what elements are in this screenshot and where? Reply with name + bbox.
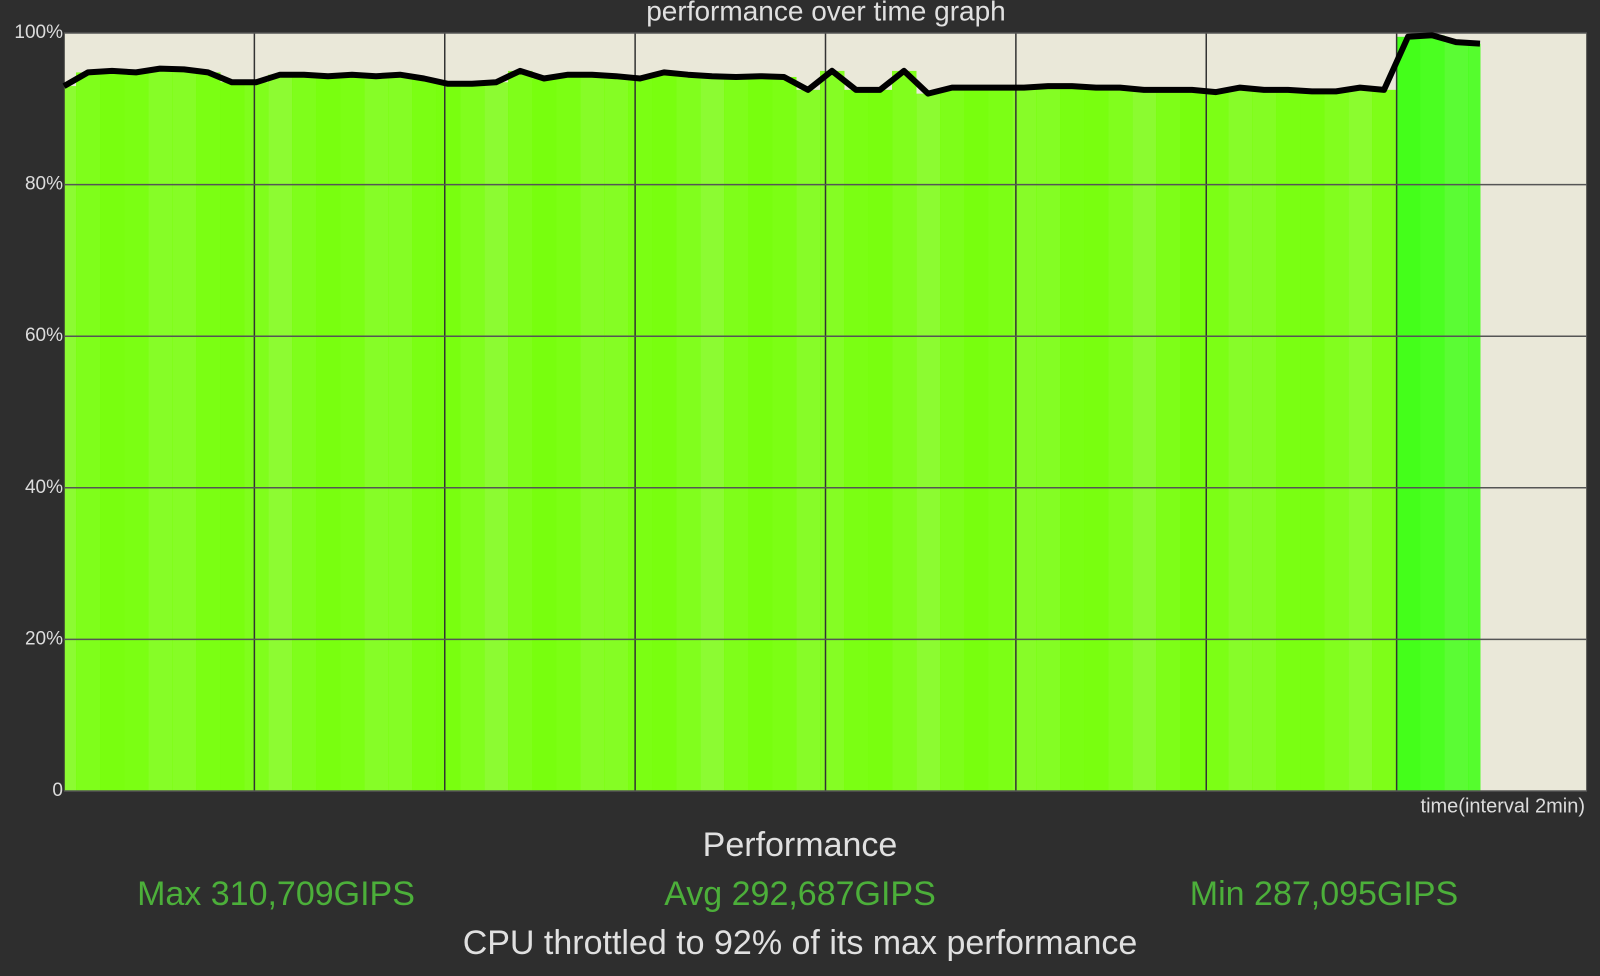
area-segment <box>1324 91 1349 792</box>
area-segment <box>820 70 845 791</box>
area-segment <box>964 87 989 792</box>
y-tick-label: 0 <box>52 780 63 801</box>
area-segment <box>1060 86 1085 791</box>
x-axis-label: time(interval 2min) <box>1421 795 1585 817</box>
avg-stat: Avg 292,687GIPS <box>664 875 936 913</box>
area-segment <box>1180 89 1205 792</box>
area-segment <box>724 76 749 792</box>
area-segment <box>532 78 557 792</box>
area-segment <box>1084 87 1109 792</box>
area-segment <box>148 68 173 792</box>
area-segment <box>916 93 941 791</box>
area-segment <box>1444 42 1469 791</box>
area-segment <box>556 74 581 791</box>
area-segment <box>460 83 485 791</box>
max-stat: Max 310,709GIPS <box>137 875 415 913</box>
area-segment <box>124 72 149 791</box>
y-tick-label: 20% <box>25 628 63 649</box>
area-segment <box>676 74 701 791</box>
chart-title: performance over time graph <box>646 0 1006 26</box>
area-segment <box>1132 89 1157 792</box>
area-segment <box>604 76 629 792</box>
y-tick-label: 80% <box>25 174 63 195</box>
area-segment <box>1156 89 1181 792</box>
performance-line <box>62 32 1481 97</box>
area-segment <box>580 74 605 791</box>
area-segment <box>1252 89 1277 792</box>
area-segment <box>1348 87 1373 792</box>
area-segment <box>76 72 101 791</box>
area-segment <box>436 83 461 791</box>
area-segment <box>1372 89 1397 792</box>
area-segment <box>748 76 773 792</box>
area-segment <box>940 87 965 792</box>
area-segment <box>364 76 389 792</box>
area-segment <box>796 89 821 792</box>
area-segment <box>652 72 677 791</box>
area-segment <box>268 74 293 791</box>
throttle-verdict: CPU throttled to 92% of its max performa… <box>463 924 1138 962</box>
y-tick-label: 40% <box>25 477 63 498</box>
area-segment <box>628 78 653 792</box>
min-stat: Min 287,095GIPS <box>1190 875 1458 913</box>
y-tick-label: 60% <box>25 325 63 346</box>
area-segment <box>172 69 197 791</box>
area-segment <box>1300 91 1325 792</box>
summary-heading: Performance <box>703 826 898 864</box>
area-segment <box>1468 43 1481 791</box>
y-tick-label: 100% <box>14 22 63 43</box>
area-segment <box>988 87 1013 792</box>
area-segment <box>292 74 317 791</box>
area-segment <box>316 76 341 792</box>
area-segment <box>196 72 221 791</box>
area-segment <box>64 86 77 791</box>
area-segment <box>868 89 893 792</box>
area-segment <box>244 82 269 791</box>
area-segment <box>1036 86 1061 791</box>
area-segment <box>388 74 413 791</box>
area-segment <box>892 70 917 791</box>
area-segment <box>1420 35 1445 792</box>
area-segment <box>1396 36 1421 792</box>
area-segment <box>412 78 437 792</box>
area-segment <box>844 89 869 792</box>
area-segment <box>700 76 725 792</box>
area-segment <box>1228 87 1253 792</box>
area-segment <box>1276 89 1301 792</box>
area-segment <box>1204 92 1229 791</box>
area-segment <box>484 82 509 791</box>
area-segment <box>508 70 533 791</box>
area-segment <box>772 76 797 792</box>
area-segment <box>220 82 245 791</box>
area-segment <box>340 74 365 791</box>
area-segment <box>100 70 125 791</box>
area-segment <box>1108 87 1133 792</box>
